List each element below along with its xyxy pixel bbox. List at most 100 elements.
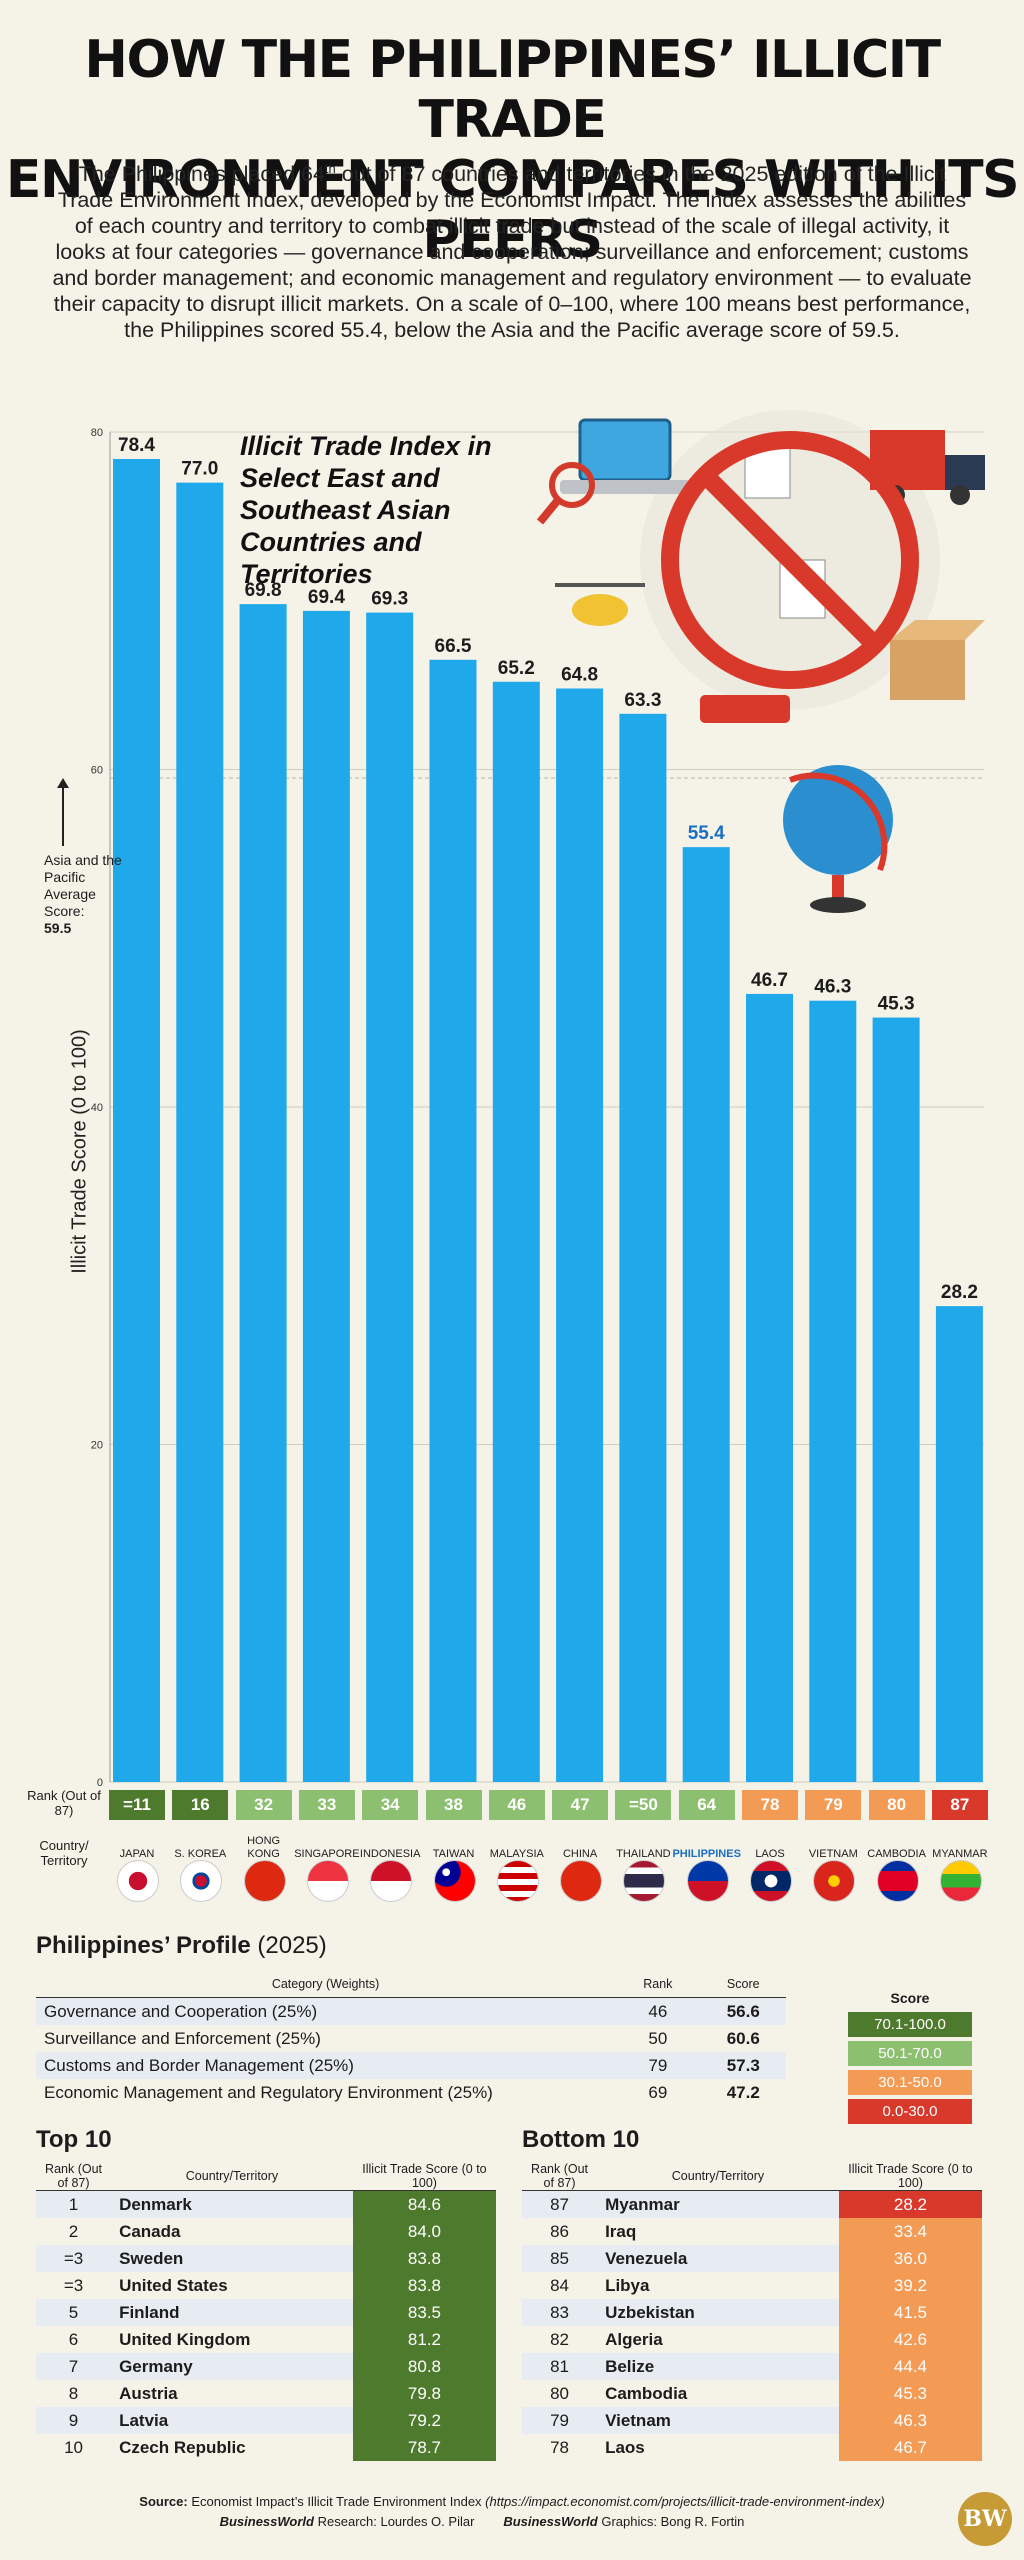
profile-rank: 79 — [615, 2052, 701, 2079]
page-title: HOW THE PHILIPPINES’ ILLICIT TRADE ENVIR… — [0, 30, 1024, 270]
magnifier-icon — [536, 462, 595, 525]
data-label: 78.4 — [118, 435, 155, 456]
table-row: 10 Czech Republic 78.7 — [36, 2434, 496, 2461]
bar — [176, 482, 224, 1782]
country-label: CHINA — [562, 1848, 598, 1860]
bottom10-score: 28.2 — [838, 2190, 982, 2218]
bottom10-score: 36.0 — [838, 2245, 982, 2272]
taiwan-flag-icon — [433, 1860, 476, 1902]
profile-header-category: Category (Weights) — [36, 1970, 616, 1998]
profile-header-score: Score — [700, 1970, 786, 1998]
y-tick-label: 80 — [91, 427, 103, 439]
bottom10-score: 41.5 — [838, 2299, 982, 2326]
rank-badge: 80 — [868, 1790, 925, 1820]
rank-badge: 38 — [425, 1790, 482, 1820]
profile-rank: 46 — [615, 1997, 701, 2025]
bottom10-country: Uzbekistan — [597, 2299, 839, 2326]
rank-row-label: Rank (Out of 87) — [27, 1788, 101, 1818]
malaysia-flag-icon — [496, 1860, 539, 1902]
top10-rank: 9 — [36, 2407, 112, 2434]
bottom10-title: Bottom 10 — [522, 2126, 640, 2153]
country-label: PHILIPPINES — [672, 1848, 741, 1860]
profile-title: Philippines’ Profile (2025) — [36, 1932, 327, 1960]
table-row: 86 Iraq 33.4 — [522, 2218, 982, 2245]
country-label: MALAYSIA — [489, 1848, 544, 1860]
bottom10-rank: 78 — [550, 2437, 569, 2457]
data-label: 64.8 — [561, 665, 598, 686]
data-label: 28.2 — [941, 1282, 978, 1303]
table-row: 7 Germany 80.8 — [36, 2353, 496, 2380]
top10-header-country: Country/Territory — [111, 2162, 353, 2191]
profile-score: 56.6 — [700, 1997, 786, 2025]
data-label: 46.7 — [751, 970, 788, 991]
profile-category: Surveillance and Enforcement (25%) — [44, 2028, 321, 2048]
profile-category: Economic Management and Regulatory Envir… — [44, 2082, 493, 2102]
bottom10-rank: 85 — [522, 2245, 598, 2272]
data-label: 66.5 — [435, 636, 472, 657]
bar — [746, 993, 793, 1782]
top10-rank: 6 — [68, 2329, 79, 2349]
bottom10-header-rank: Rank (Out of 87) — [522, 2162, 598, 2191]
top10-score: 83.8 — [352, 2272, 496, 2299]
globe-icon — [783, 765, 893, 913]
japan-flag-icon — [117, 1860, 159, 1902]
bottom10-country: Myanmar — [597, 2190, 839, 2218]
bar — [682, 847, 730, 1782]
profile-score: 60.6 — [726, 2028, 760, 2048]
profile-category: Customs and Border Management (25%) — [36, 2052, 616, 2079]
box-icon — [890, 620, 985, 700]
y-tick-label: 60 — [91, 765, 103, 777]
bar — [302, 610, 350, 1782]
rank-badge: 79 — [805, 1790, 862, 1820]
country-label: THAILAND — [616, 1848, 671, 1860]
bar — [556, 688, 604, 1782]
data-labels: 78.4 77.0 69.8 69.4 69.3 66.5 65.2 64.8 63.3 55.4… — [118, 435, 978, 1303]
profile-category: Governance and Cooperation (25%) — [36, 1997, 616, 2025]
indonesia-flag-icon — [370, 1860, 413, 1902]
bottom10-country: Libya — [605, 2275, 650, 2295]
top10-score: 83.5 — [352, 2299, 496, 2326]
bottom10-country: Algeria — [605, 2329, 663, 2349]
table-row: 83 Uzbekistan 41.5 — [522, 2299, 982, 2326]
legend-item: 0.0-30.0 — [848, 2099, 972, 2124]
bottom10-table: Rank (Out of 87) Country/Territory Illic… — [522, 2162, 982, 2461]
source-url: (https://impact.economist.com/projects/i… — [485, 2494, 885, 2509]
data-label: 69.8 — [245, 580, 282, 601]
table-row: Customs and Border Management (25%) 79 57.… — [36, 2052, 786, 2079]
rank-badge: 16 — [172, 1790, 229, 1820]
average-score-text: Asia and the Pacific Average Score: — [44, 852, 122, 919]
profile-table: Category (Weights) Rank Score Governance… — [36, 1970, 786, 2106]
rank-badge: 32 — [235, 1790, 292, 1820]
passport-icon — [700, 695, 790, 723]
bottom10-score: 42.6 — [838, 2326, 982, 2353]
businessworld-logo: BW — [958, 2492, 1012, 2546]
china-flag-icon — [560, 1860, 603, 1902]
research-label: BusinessWorld — [219, 2514, 314, 2529]
intro-superscript: th — [324, 161, 336, 176]
profile-header-rank: Rank — [615, 1970, 701, 1998]
rank-badge: 47 — [552, 1790, 609, 1820]
bar — [935, 1306, 983, 1782]
top10-score: 80.8 — [352, 2353, 496, 2380]
top10-score: 79.8 — [352, 2380, 496, 2407]
data-label: 77.0 — [181, 459, 218, 480]
rank-badge: 34 — [362, 1790, 419, 1820]
legend-item: 50.1-70.0 — [848, 2041, 972, 2066]
rank-badge: =11 — [109, 1790, 165, 1820]
table-row: Economic Management and Regulatory Envir… — [36, 2079, 786, 2106]
top10-score: 78.7 — [352, 2434, 496, 2461]
laptop-icon — [560, 418, 690, 494]
profile-score: 57.3 — [700, 2052, 786, 2079]
top10-rank: =3 — [63, 2275, 84, 2295]
top10-country: Finland — [111, 2299, 353, 2326]
data-label: 69.3 — [371, 589, 408, 610]
top10-country: Austria — [119, 2383, 178, 2403]
bar-chart: 0 20 40 60 80 — [91, 410, 985, 1789]
table-row: Governance and Cooperation (25%) 46 56.6 — [36, 1997, 786, 2025]
country-label: VIETNAM — [808, 1848, 858, 1860]
average-score-label: Asia and the Pacific Average Score: 59.5 — [44, 852, 124, 937]
profile-title-bold: Philippines’ Profile — [36, 1932, 251, 1959]
average-arrow-icon — [57, 778, 69, 846]
rank-badge: 64 — [678, 1790, 735, 1820]
bottom10-rank: 81 — [522, 2353, 598, 2380]
